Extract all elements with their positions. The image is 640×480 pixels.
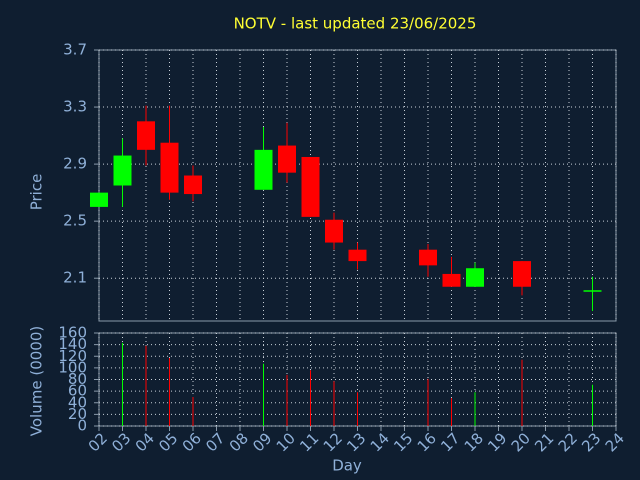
- y-tick-label: 3.3: [63, 98, 87, 116]
- y-tick-label: 60: [68, 382, 87, 400]
- candle-body: [254, 149, 273, 190]
- candle-body: [90, 192, 108, 207]
- y-tick-label: 120: [58, 347, 87, 365]
- y-axis-label: Price: [28, 174, 46, 211]
- candle-body: [325, 219, 343, 243]
- y-tick-label: 2.9: [63, 155, 87, 173]
- x-axis-label: Day: [332, 457, 362, 475]
- y-tick-label: 40: [68, 393, 87, 411]
- candle-body: [348, 249, 367, 262]
- y-tick-label: 0: [77, 417, 87, 435]
- candle-body: [278, 145, 296, 173]
- candle-body: [113, 155, 132, 186]
- chart-title: NOTV - last updated 23/06/2025: [234, 15, 477, 33]
- y-tick-label: 2.1: [63, 269, 87, 287]
- y-tick-label: 160: [58, 324, 87, 342]
- candle-body: [419, 249, 437, 266]
- candle-body: [184, 175, 202, 195]
- y-tick-label: 3.7: [63, 41, 87, 59]
- y-tick-label: 20: [68, 405, 87, 423]
- candle-body: [301, 156, 320, 217]
- candle-body: [137, 121, 155, 150]
- y-tick-label: 2.5: [63, 212, 87, 230]
- candle-body: [513, 261, 531, 287]
- y-tick-label: 100: [58, 358, 87, 376]
- candle-body: [160, 142, 179, 193]
- y-tick-label: 140: [58, 335, 87, 353]
- y-tick-label: 80: [68, 370, 87, 388]
- candle-body: [466, 268, 484, 287]
- y-axis-label: Volume (0000): [28, 326, 46, 436]
- candle-body: [442, 273, 461, 287]
